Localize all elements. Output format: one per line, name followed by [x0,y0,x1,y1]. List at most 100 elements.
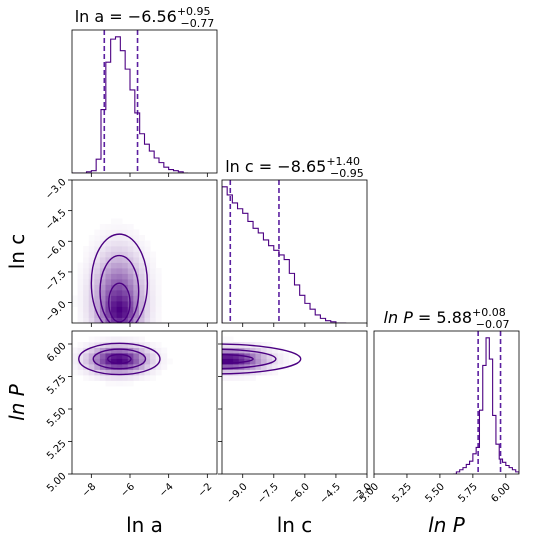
density-cell [150,295,157,302]
density-cell [138,240,145,247]
axes-frame-lnc-hist [221,179,368,324]
density-cell [72,358,78,365]
density-cell [144,301,151,307]
density-cell [133,353,140,359]
density-cell [222,375,228,381]
density-cell [249,375,256,381]
density-cell [94,273,101,280]
density-cell [99,312,106,318]
density-cell [99,353,106,359]
density-cell [77,312,84,318]
density-cell [272,353,279,359]
density-cell [127,257,134,263]
density-cell [77,353,84,359]
density-cell [277,358,284,365]
density-cell [105,257,112,263]
density-cell [133,290,140,296]
density-cell [83,358,90,365]
density-cell [111,301,118,307]
density-cell [77,306,84,313]
density-cell [111,380,118,387]
density-cell [255,347,262,354]
density-cell [238,375,245,381]
density-cell [127,273,134,280]
density-cell [111,251,118,258]
density-cell [138,257,145,263]
density-cell [133,284,140,291]
density-cell [283,353,290,359]
density-cell [155,342,162,348]
density-cell [144,262,151,269]
density-cell [116,218,123,225]
density-cell [105,262,112,269]
density-cell [161,353,168,359]
density-cell [88,312,95,318]
density-cell [99,358,106,365]
density-cell [144,312,151,318]
density-cell [99,290,106,296]
y-tick-label-lnc: −9.0 [44,299,69,324]
density-cell [127,364,134,370]
density-cell [116,364,123,370]
title-lower: −0.07 [476,318,510,331]
axes-frame-lnP-hist [373,330,520,475]
density-cell [161,358,168,365]
density-cell [122,290,129,296]
density-cell [111,306,118,313]
density-cell [88,257,95,263]
title-value: 5.88 [436,308,472,327]
density-cell [83,353,90,359]
density-cell [116,301,123,307]
density-cell [227,364,234,370]
density-cell [83,295,90,302]
density-cell [72,347,78,354]
density-cell [133,235,140,241]
density-cell [111,369,118,376]
density-cell [133,312,140,318]
density-cell [88,369,95,376]
density-cell [133,301,140,307]
density-cell [133,246,140,252]
x-tick-label-lna: −2 [196,481,214,499]
density-cell [144,268,151,274]
contour-level-2 [222,353,254,365]
density-cell [77,262,84,269]
density-cell [111,224,118,230]
density-cell [255,364,262,370]
density-cell [150,342,157,348]
density-cell [116,251,123,258]
density-cell [72,369,78,376]
density-cell [155,347,162,354]
x-tick-label-lnc: −4.5 [318,481,343,506]
y-axis-label-lnc: ln c [5,234,29,270]
density-cell [116,347,123,354]
density-cell [122,301,129,307]
density-cell [83,312,90,318]
x-axis-label-lnP: ln P [428,513,466,537]
density-cell [111,257,118,263]
density-cell [77,290,84,296]
density-cell [261,353,268,359]
panel-title-lnc: ln c = −8.65+1.40 −0.95 [225,155,364,180]
density-cell [249,353,256,359]
density-cell [88,301,95,307]
density-cell [111,268,118,274]
density-cell [133,257,140,263]
density-cell [133,229,140,236]
title-upper: +0.95 [177,5,211,18]
density-cell [155,301,162,307]
contour-level-1 [99,254,140,323]
density-cell [122,317,129,323]
density-cell [122,369,129,376]
density-cell [122,353,129,359]
density-cell [122,224,129,230]
x-tick-label-lna: −8 [80,481,98,499]
density-cell [122,347,129,354]
density-cell [144,364,151,370]
density-cell [233,353,240,359]
axes-frame-lna-lnc [71,179,218,324]
density-cell [105,353,112,359]
histogram-lna [72,36,188,173]
density-group-lnc-lnP [222,336,302,381]
